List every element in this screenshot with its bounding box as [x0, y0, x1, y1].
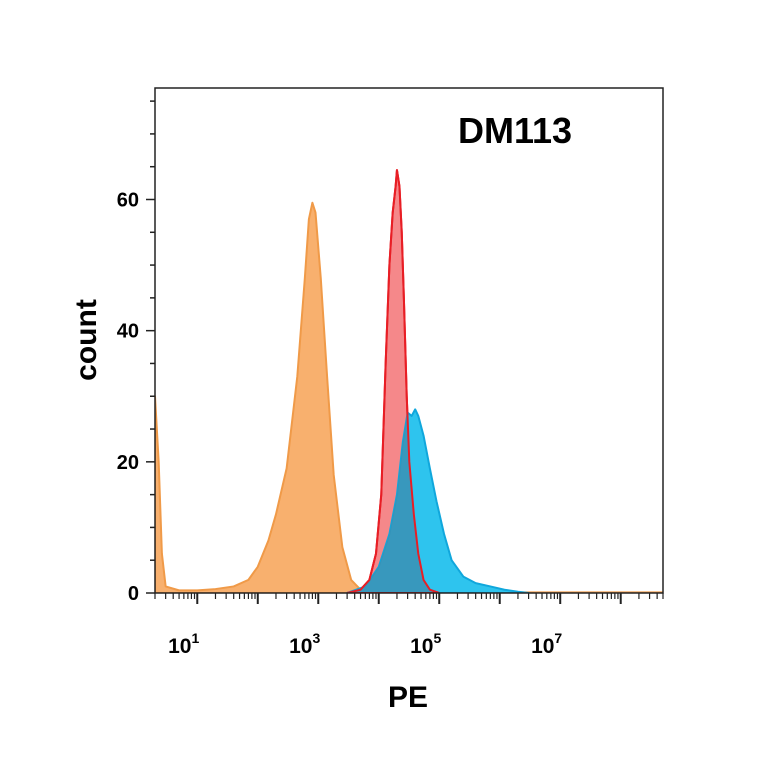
plot-border	[154, 87, 664, 594]
plot-frame	[154, 87, 664, 594]
y-tick-label: 40	[117, 321, 139, 343]
x-axis-title: PE	[388, 681, 428, 714]
axis-ticks	[146, 100, 664, 604]
chart-title: DM113	[458, 110, 572, 151]
tick-labels: 0 20 40 60 101 103 105 107	[117, 189, 563, 658]
histogram-series-red-outline	[346, 169, 440, 593]
x-tick-label: 105	[410, 630, 441, 658]
x-tick-label: 101	[168, 630, 199, 658]
y-tick-label: 60	[117, 189, 139, 211]
histogram-overlap-region	[347, 409, 440, 593]
series-layer	[155, 168, 663, 593]
x-tick-label: 103	[289, 630, 320, 658]
x-tick-label: 107	[531, 630, 562, 658]
y-axis-title: count	[70, 299, 103, 381]
y-tick-label: 0	[128, 583, 139, 605]
y-tick-label: 20	[117, 452, 139, 474]
